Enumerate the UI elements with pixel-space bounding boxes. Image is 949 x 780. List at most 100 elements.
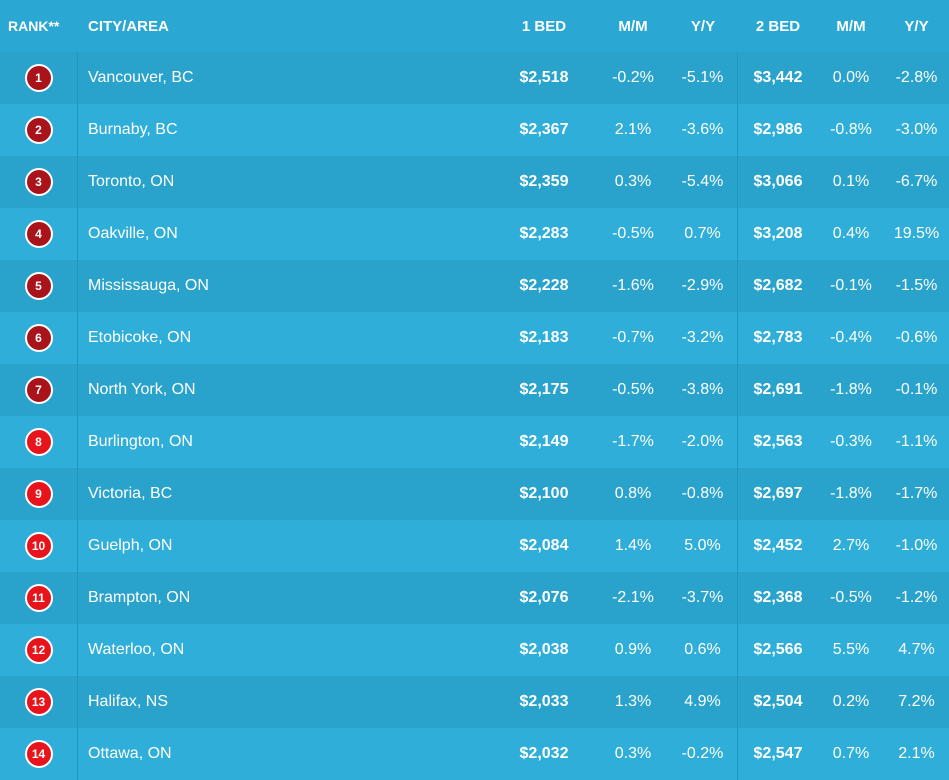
two-bed-year-change: -3.0%: [895, 121, 938, 138]
one-bed-year-change: -3.8%: [668, 364, 738, 416]
rank-badge: 11: [24, 584, 53, 612]
table-row: 8 Burlington, ON $2,149 -1.7% -2.0% $2,563 -0.…: [0, 416, 949, 468]
two-bed-month-change: -0.8%: [830, 121, 872, 138]
two-bed-rent: $2,368: [753, 589, 803, 606]
one-bed-year-change: -3.7%: [668, 572, 738, 624]
two-bed-year-change: -1.1%: [895, 433, 938, 450]
two-bed-month-change: -1.8%: [830, 381, 872, 398]
two-bed-month-change: -0.4%: [830, 329, 872, 346]
rank-badge: 8: [24, 428, 53, 456]
city-name: Victoria, BC: [88, 485, 173, 502]
two-bed-rent: $2,783: [753, 329, 803, 346]
one-bed-year-change: -2.9%: [668, 260, 738, 312]
rank-badge: 1: [24, 64, 53, 92]
one-bed-rent: $2,518: [519, 69, 569, 86]
two-bed-rent: $2,504: [753, 693, 803, 710]
one-bed-month-change: 1.3%: [614, 693, 652, 710]
city-name: Guelph, ON: [88, 537, 173, 554]
one-bed-year-change: 4.9%: [668, 676, 738, 728]
city-name: Burlington, ON: [88, 433, 193, 450]
one-bed-rent: $2,100: [519, 485, 569, 502]
two-bed-month-change: -0.3%: [830, 433, 872, 450]
rank-cell: 13: [0, 676, 78, 728]
two-bed-year-change: -1.0%: [895, 537, 938, 554]
two-bed-month-change: 0.2%: [832, 693, 870, 710]
two-bed-year-change: -1.5%: [895, 277, 938, 294]
city-name: Ottawa, ON: [88, 745, 172, 762]
city-name: North York, ON: [88, 381, 196, 398]
rank-badge: 12: [24, 636, 53, 664]
city-name: Etobicoke, ON: [88, 329, 192, 346]
one-bed-rent: $2,038: [519, 641, 569, 658]
rank-badge: 14: [24, 740, 53, 768]
two-bed-year-change: -6.7%: [895, 173, 938, 190]
two-bed-year-change: 19.5%: [893, 225, 940, 242]
two-bed-year-change: -0.6%: [895, 329, 938, 346]
two-bed-year-change: 4.7%: [898, 641, 935, 658]
table-row: 12 Waterloo, ON $2,038 0.9% 0.6% $2,566 5.5% 4.…: [0, 624, 949, 676]
two-bed-rent: $2,566: [753, 641, 803, 658]
one-bed-rent: $2,228: [519, 277, 569, 294]
two-bed-month-change: 0.7%: [832, 745, 870, 762]
two-bed-year-change: -0.1%: [895, 381, 938, 398]
rank-cell: 14: [0, 728, 78, 780]
rank-cell: 1: [0, 52, 78, 104]
table-row: 6 Etobicoke, ON $2,183 -0.7% -3.2% $2,783 -0.4…: [0, 312, 949, 364]
one-bed-month-change: -0.5%: [612, 225, 654, 242]
table-row: 13 Halifax, NS $2,033 1.3% 4.9% $2,504 0.2% 7.2…: [0, 676, 949, 728]
rank-cell: 6: [0, 312, 78, 364]
two-bed-month-change: 5.5%: [832, 641, 870, 658]
city-name: Halifax, NS: [88, 693, 169, 710]
rank-badge: 6: [24, 324, 53, 352]
rank-cell: 12: [0, 624, 78, 676]
rank-cell: 2: [0, 104, 78, 156]
rank-badge: 7: [24, 376, 53, 404]
city-name: Vancouver, BC: [88, 69, 194, 86]
two-bed-month-change: 0.4%: [832, 225, 870, 242]
one-bed-month-change: 0.8%: [614, 485, 652, 502]
one-bed-month-change: -2.1%: [612, 589, 654, 606]
table-row: 7 North York, ON $2,175 -0.5% -3.8% $2,691 -1.…: [0, 364, 949, 416]
two-bed-month-change: 0.1%: [832, 173, 870, 190]
table-row: 11 Brampton, ON $2,076 -2.1% -3.7% $2,368 -0.5…: [0, 572, 949, 624]
city-name: Brampton, ON: [88, 589, 191, 606]
header-city: CITY/AREA: [88, 17, 169, 35]
table-row: 3 Toronto, ON $2,359 0.3% -5.4% $3,066 0.1% -6.…: [0, 156, 949, 208]
header-2-bed-yy: Y/Y: [904, 17, 929, 35]
rank-cell: 8: [0, 416, 78, 468]
rank-badge: 3: [24, 168, 53, 196]
one-bed-year-change: 5.0%: [668, 520, 738, 572]
table-body: 1 Vancouver, BC $2,518 -0.2% -5.1% $3,442 0.0%…: [0, 52, 949, 780]
one-bed-year-change: -5.1%: [668, 52, 738, 104]
two-bed-rent: $2,452: [753, 537, 803, 554]
table-row: 14 Ottawa, ON $2,032 0.3% -0.2% $2,547 0.7% 2.1…: [0, 728, 949, 780]
one-bed-month-change: -0.7%: [612, 329, 654, 346]
one-bed-rent: $2,183: [519, 329, 569, 346]
one-bed-rent: $2,149: [519, 433, 569, 450]
one-bed-rent: $2,076: [519, 589, 569, 606]
one-bed-month-change: 0.3%: [614, 745, 652, 762]
rank-badge: 2: [24, 116, 53, 144]
one-bed-year-change: 0.6%: [668, 624, 738, 676]
two-bed-rent: $2,986: [753, 121, 803, 138]
city-name: Burnaby, BC: [88, 121, 178, 138]
two-bed-rent: $3,066: [753, 173, 803, 190]
two-bed-rent: $2,682: [753, 277, 803, 294]
table-row: 5 Mississauga, ON $2,228 -1.6% -2.9% $2,682 -0…: [0, 260, 949, 312]
header-rank: RANK**: [8, 18, 60, 34]
two-bed-rent: $2,697: [753, 485, 803, 502]
two-bed-rent: $2,691: [753, 381, 803, 398]
one-bed-month-change: -0.5%: [612, 381, 654, 398]
one-bed-year-change: -2.0%: [668, 416, 738, 468]
one-bed-month-change: 1.4%: [614, 537, 652, 554]
header-2-bed-mm: M/M: [836, 17, 866, 35]
rank-cell: 11: [0, 572, 78, 624]
one-bed-rent: $2,283: [519, 225, 569, 242]
two-bed-month-change: 2.7%: [832, 537, 870, 554]
rank-badge: 10: [24, 532, 53, 560]
one-bed-rent: $2,367: [519, 121, 569, 138]
header-1-bed: 1 BED: [521, 17, 567, 35]
one-bed-year-change: 0.7%: [668, 208, 738, 260]
one-bed-rent: $2,175: [519, 381, 569, 398]
rank-cell: 7: [0, 364, 78, 416]
